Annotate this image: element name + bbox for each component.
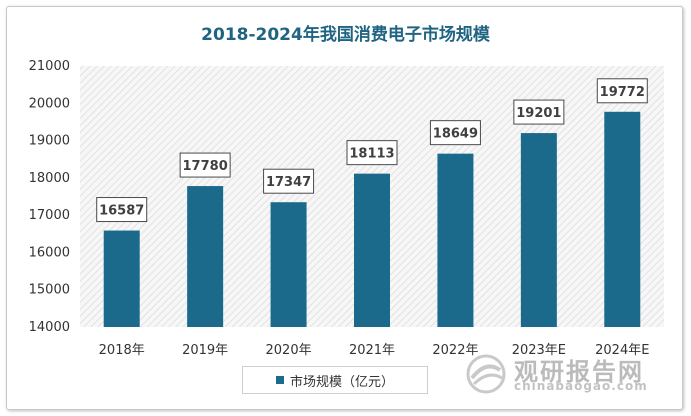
bar xyxy=(437,153,474,327)
x-tick-label: 2022年 xyxy=(432,343,478,358)
legend: 市场规模（亿元） xyxy=(242,366,428,394)
bar xyxy=(187,186,224,327)
bars xyxy=(103,111,641,327)
x-tick-label: 2019年 xyxy=(182,343,228,358)
data-label-box xyxy=(429,120,481,146)
data-label: 19772 xyxy=(600,85,645,100)
legend-swatch xyxy=(275,376,284,384)
legend-label: 市场规模（亿元） xyxy=(289,374,394,390)
y-tick-label: 21000 xyxy=(29,59,70,74)
x-tick-label: 2023年E xyxy=(512,343,566,358)
bar xyxy=(270,202,307,327)
data-label-box xyxy=(263,168,315,194)
y-tick-label: 16000 xyxy=(29,245,70,260)
y-tick-label: 19000 xyxy=(29,134,70,149)
x-axis: 2018年 2019年 2020年 2021年 2022年 2023年E 2024年E xyxy=(99,343,650,358)
y-tick-label: 15000 xyxy=(29,283,70,298)
data-label: 17347 xyxy=(266,175,311,190)
data-labels: 16587 17780 17347 18113 18649 19201 19772 xyxy=(96,78,648,223)
x-tick-label: 2018年 xyxy=(99,343,145,358)
data-label-box xyxy=(346,140,398,166)
data-label-box xyxy=(96,197,148,223)
y-tick-label: 18000 xyxy=(29,171,70,186)
y-tick-label: 17000 xyxy=(29,208,70,223)
x-tick-label: 2021年 xyxy=(349,343,395,358)
data-label: 18649 xyxy=(433,127,478,142)
data-label: 18113 xyxy=(349,147,394,162)
bar xyxy=(520,133,557,327)
bar xyxy=(354,173,390,327)
data-label: 16587 xyxy=(99,204,144,219)
bar xyxy=(103,230,140,327)
data-label: 19201 xyxy=(516,106,561,121)
data-label-box xyxy=(596,78,648,104)
y-tick-label: 14000 xyxy=(29,320,70,335)
data-label-box xyxy=(179,152,231,178)
y-axis: 14000 15000 16000 17000 18000 19000 20000 21000 xyxy=(29,59,70,335)
x-tick-label: 2024年E xyxy=(595,343,649,358)
x-tick-label: 2020年 xyxy=(266,343,312,358)
bar xyxy=(604,111,641,327)
chart-title: 2018-2024年我国消费电子市场规模 xyxy=(201,25,490,45)
y-tick-label: 20000 xyxy=(29,96,70,111)
data-label-box xyxy=(513,99,565,125)
data-label: 17780 xyxy=(183,159,228,174)
